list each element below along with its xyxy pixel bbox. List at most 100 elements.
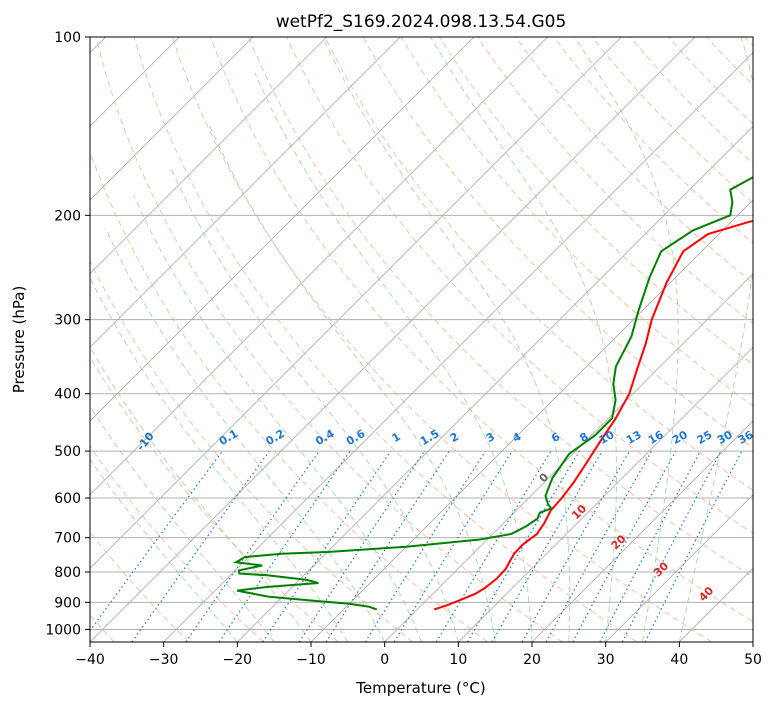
- isotherm-line: [90, 37, 327, 275]
- profile-layer: [233, 176, 753, 611]
- dry-adiabat-line: [324, 37, 753, 491]
- temperature-profile: [433, 219, 753, 611]
- moist-adiabat-label: 10: [569, 502, 589, 522]
- dry-adiabat-line: [90, 150, 488, 642]
- isotherm-line: [90, 37, 475, 422]
- dry-adiabat-line: [133, 37, 638, 642]
- dry-adiabat-line: [744, 37, 753, 47]
- x-tick-label: 30: [597, 652, 615, 668]
- x-tick-label: 10: [449, 652, 467, 668]
- dry-adiabat-label: -10: [134, 429, 157, 453]
- dry-adiabat-line: [553, 37, 753, 244]
- isotherm-line: [90, 37, 548, 496]
- dry-adiabat-line: [515, 37, 753, 284]
- dewpoint-profile: [233, 176, 753, 611]
- y-tick-label: 600: [54, 491, 81, 507]
- mixing-ratio-line: [218, 450, 351, 642]
- x-tick-label: −40: [75, 652, 105, 668]
- mixing-ratio-label: 25: [695, 428, 715, 447]
- y-tick-label: 500: [54, 444, 81, 460]
- dry-adiabat-line: [210, 37, 753, 623]
- dry-adiabat-line: [438, 37, 753, 366]
- isotherm-line: [90, 37, 696, 642]
- y-tick-label: 800: [54, 565, 81, 581]
- mixing-ratio-label: 0.6: [344, 427, 368, 448]
- mixing-ratio-label: 30: [715, 428, 735, 447]
- mixing-ratio-line: [185, 450, 320, 642]
- y-tick-label: 400: [54, 387, 81, 403]
- isotherm-line: [605, 494, 753, 642]
- moist-adiabat-line: [90, 405, 275, 642]
- moist-adiabat-line: [133, 195, 422, 642]
- x-tick-label: 40: [670, 652, 688, 668]
- dry-adiabat-line: [286, 37, 753, 534]
- x-axis-label: Temperature (°C): [355, 679, 485, 697]
- moist-adiabat-line: [678, 37, 753, 642]
- y-axis-label: Pressure (hPa): [10, 286, 28, 394]
- moist-adiabat-line: [90, 276, 349, 642]
- mixing-ratio-label: 3: [484, 430, 497, 445]
- dry-adiabat-line: [90, 445, 264, 642]
- mixing-ratio-line: [435, 450, 552, 642]
- chart-title: wetPf2_S169.2024.098.13.54.G05: [276, 12, 567, 32]
- mixing-ratio-line: [466, 450, 580, 642]
- grid-layer: [90, 37, 753, 642]
- dry-adiabat-line: [706, 37, 753, 86]
- mixing-ratio-label: 2: [448, 430, 461, 445]
- moist-adiabat-line: [430, 37, 617, 642]
- mixing-ratio-line: [572, 450, 677, 642]
- mixing-ratio-label: 36: [736, 428, 756, 447]
- mixing-ratio-line: [325, 450, 450, 642]
- isotherm-line: [90, 37, 254, 201]
- adiabat-layer: [90, 37, 753, 642]
- dry-adiabat-line: [95, 37, 563, 642]
- dry-adiabat-line: [90, 259, 414, 642]
- isotherm-line: [384, 273, 753, 642]
- mixing-ratio-label: 13: [624, 428, 644, 447]
- isotherm-line: [237, 125, 753, 642]
- moist-adiabat-label: 40: [696, 584, 716, 604]
- plot-frame: [89, 36, 754, 643]
- moist-adiabat-line: [322, 37, 571, 642]
- y-tick-label: 100: [54, 30, 81, 46]
- mixing-ratio-label: 0.1: [217, 427, 240, 448]
- mixing-ratio-line: [644, 450, 743, 642]
- dry-adiabat-line: [591, 37, 753, 204]
- y-tick-label: 300: [54, 313, 81, 329]
- mixing-ratio-label: 16: [646, 428, 666, 447]
- dry-adiabat-line: [171, 37, 712, 642]
- moist-adiabat-line: [574, 37, 679, 642]
- isotherm-line: [458, 346, 753, 642]
- isotherm-line: [90, 37, 401, 348]
- mixing-ratio-line: [131, 450, 270, 642]
- axes: −40 −30 −20 −10 0 10 20 30 40 50 100 200 300 400 500 60…: [45, 30, 762, 668]
- isotherm-line: [90, 37, 622, 569]
- x-tick-label: −20: [223, 652, 253, 668]
- x-tick-label: 20: [523, 652, 541, 668]
- mixing-ratio-line: [262, 450, 392, 642]
- y-tick-label: 200: [54, 208, 81, 224]
- mixing-ratio-label: 4: [510, 430, 523, 445]
- y-tick-label: 1000: [45, 622, 81, 638]
- mixing-ratio-label: 1: [390, 430, 403, 445]
- dry-adiabat-line: [248, 37, 753, 578]
- x-tick-label: 50: [744, 652, 762, 668]
- moist-adiabat-label: 30: [651, 559, 671, 579]
- dry-adiabat-line: [90, 356, 339, 642]
- moist-adiabat-label: 20: [609, 532, 629, 552]
- mixing-ratio-line: [298, 450, 425, 642]
- dry-adiabat-line: [668, 37, 753, 125]
- isotherm-line: [752, 641, 753, 642]
- moist-adiabat-line: [208, 123, 496, 642]
- x-tick-label: 0: [380, 652, 389, 668]
- isotherm-line: [531, 420, 753, 642]
- isotherm-line: [679, 567, 753, 642]
- mixing-ratio-label: 1.5: [418, 427, 441, 448]
- mixing-ratio-layer: [90, 450, 743, 642]
- mixing-ratio-line: [90, 450, 223, 632]
- mixing-ratio-line: [393, 450, 513, 642]
- mixing-ratio-label: 0.4: [313, 427, 337, 448]
- moist-adiabat-line: [169, 165, 459, 642]
- mixing-ratio-line: [599, 450, 702, 642]
